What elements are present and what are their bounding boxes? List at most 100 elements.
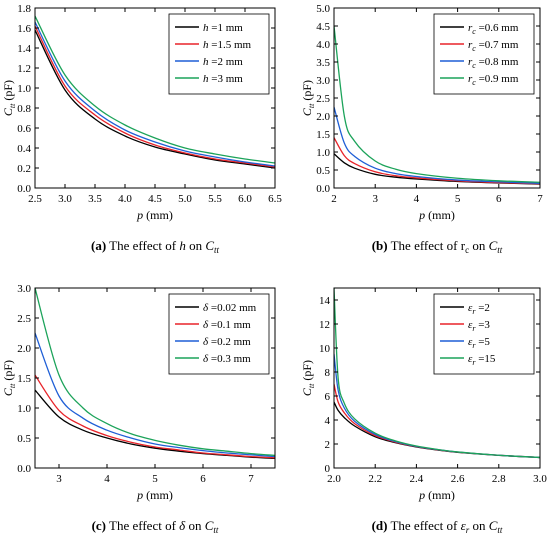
legend-label: εr =5	[468, 336, 490, 350]
legend-label: rc =0.8 mm	[468, 56, 519, 70]
y-tick-label: 2.5	[316, 93, 330, 105]
y-tick-label: 3.0	[316, 75, 330, 87]
x-tick-label: 3.5	[88, 193, 102, 205]
legend-label: rc =0.7 mm	[468, 39, 519, 53]
legend-label: εr =15	[468, 353, 496, 367]
series-line-3	[334, 25, 540, 183]
x-axis-label: p (mm)	[136, 488, 173, 502]
y-tick-label: 2.0	[316, 111, 330, 123]
x-tick-label: 2.6	[451, 473, 465, 485]
legend: δ =0.02 mm δ =0.1 mm δ =0.2 mm δ =0.3 mm	[168, 293, 270, 375]
x-tick-label: 2	[331, 193, 337, 205]
y-tick-label: 0.6	[17, 123, 31, 135]
x-axis-label: p (mm)	[418, 488, 455, 502]
x-tick-label: 3.0	[58, 193, 72, 205]
series-line-0	[35, 389, 275, 460]
x-tick-label: 2.4	[410, 473, 424, 485]
x-axis-label: p (mm)	[136, 208, 173, 222]
y-tick-label: 0.0	[316, 183, 330, 195]
series-line-2	[334, 106, 540, 184]
x-tick-label: 2.0	[327, 473, 341, 485]
chart-panel-d: 2.0 2.2 2.4 2.6 2.8 3.0 0 2 4 6 8 10 12 14 p (mm) Ctt (…	[300, 287, 547, 502]
y-tick-label: 10	[319, 343, 331, 355]
y-tick-label: 4.5	[316, 21, 330, 33]
x-tick-label: 3	[372, 193, 378, 205]
y-tick-label: 4	[325, 415, 331, 427]
legend-label: h =2 mm	[203, 56, 243, 68]
series-line-0	[35, 29, 275, 169]
y-tick-label: 8	[325, 367, 331, 379]
legend-label: h =1.5 mm	[203, 39, 252, 51]
x-tick-label: 7	[248, 473, 254, 485]
x-tick-label: 2.8	[492, 473, 506, 485]
y-tick-label: 1.8	[17, 3, 31, 15]
x-tick-label: 2.2	[368, 473, 382, 485]
x-tick-label: 5.5	[208, 193, 222, 205]
x-tick-label: 6.5	[268, 193, 282, 205]
caption-c: (c) The effect of δ on Ctt	[92, 518, 219, 535]
y-axis-label: Ctt (pF)	[1, 360, 17, 396]
x-tick-label: 5.0	[178, 193, 192, 205]
x-tick-label: 5	[152, 473, 158, 485]
y-tick-label: 1.2	[17, 63, 31, 75]
series-line-3	[334, 288, 540, 459]
x-tick-label: 2.5	[28, 193, 42, 205]
x-tick-label: 3.0	[533, 473, 547, 485]
legend-label: rc =0.6 mm	[468, 22, 519, 36]
series-line-1	[334, 383, 540, 459]
legend-label: δ =0.2 mm	[203, 336, 251, 348]
y-tick-label: 1.0	[17, 83, 31, 95]
y-axis-label: Ctt (pF)	[300, 80, 316, 116]
y-tick-label: 0.5	[17, 433, 31, 445]
caption-a: (a) The effect of h on Ctt	[91, 238, 220, 255]
legend-label: εr =3	[468, 319, 490, 333]
caption-d: (d) The effect of εr on Ctt	[372, 518, 503, 535]
x-tick-label: 6.0	[238, 193, 252, 205]
legend-label: δ =0.3 mm	[203, 353, 251, 365]
legend: rc =0.6 mm rc =0.7 mm rc =0.8 mm rc =0.9 mm	[433, 13, 535, 95]
y-tick-label: 0.0	[17, 463, 31, 475]
y-tick-label: 1.0	[316, 147, 330, 159]
x-tick-label: 4	[104, 473, 110, 485]
y-tick-label: 0.2	[17, 163, 31, 175]
y-tick-label: 0	[325, 463, 331, 475]
x-axis-label: p (mm)	[418, 208, 455, 222]
y-tick-label: 4.0	[316, 39, 330, 51]
x-tick-label: 4.5	[148, 193, 162, 205]
x-tick-label: 4	[414, 193, 420, 205]
y-tick-label: 3.0	[17, 283, 31, 295]
series-line-3	[35, 288, 275, 457]
y-tick-label: 1.0	[17, 403, 31, 415]
y-tick-label: 1.5	[17, 373, 31, 385]
y-tick-label: 12	[319, 319, 330, 331]
chart-panel-a: 2.5 3.0 3.5 4.0 4.5 5.0 5.5 6.0 6.5 0.0 0.2 0.4 0.6 0…	[1, 3, 282, 222]
x-tick-label: 4.0	[118, 193, 132, 205]
y-tick-label: 2.0	[17, 343, 31, 355]
y-tick-label: 1.6	[17, 23, 31, 35]
x-tick-label: 6	[200, 473, 206, 485]
y-axis-label: Ctt (pF)	[1, 80, 17, 116]
legend-label: δ =0.02 mm	[203, 302, 257, 314]
y-tick-label: 0.4	[17, 143, 31, 155]
series-line-3	[35, 15, 275, 164]
legend: εr =2 εr =3 εr =5 εr =15	[433, 293, 535, 375]
series-line-1	[35, 374, 275, 459]
caption-b: (b) The effect of rc on Ctt	[372, 238, 503, 255]
series-line-2	[35, 332, 275, 458]
y-tick-label: 1.4	[17, 43, 31, 55]
legend-label: h =1 mm	[203, 22, 243, 34]
legend: h =1 mm h =1.5 mm h =2 mm h =3 mm	[168, 13, 270, 95]
y-tick-label: 2	[325, 439, 331, 451]
y-tick-label: 0.5	[316, 165, 330, 177]
series-line-1	[334, 137, 540, 185]
y-tick-label: 3.5	[316, 57, 330, 69]
y-tick-label: 2.5	[17, 313, 31, 325]
legend-label: h =3 mm	[203, 73, 243, 85]
x-tick-label: 6	[496, 193, 502, 205]
y-tick-label: 14	[319, 295, 331, 307]
legend-label: εr =2	[468, 302, 490, 316]
y-axis-label: Ctt (pF)	[300, 360, 316, 396]
y-tick-label: 0.8	[17, 103, 31, 115]
x-tick-label: 5	[455, 193, 461, 205]
